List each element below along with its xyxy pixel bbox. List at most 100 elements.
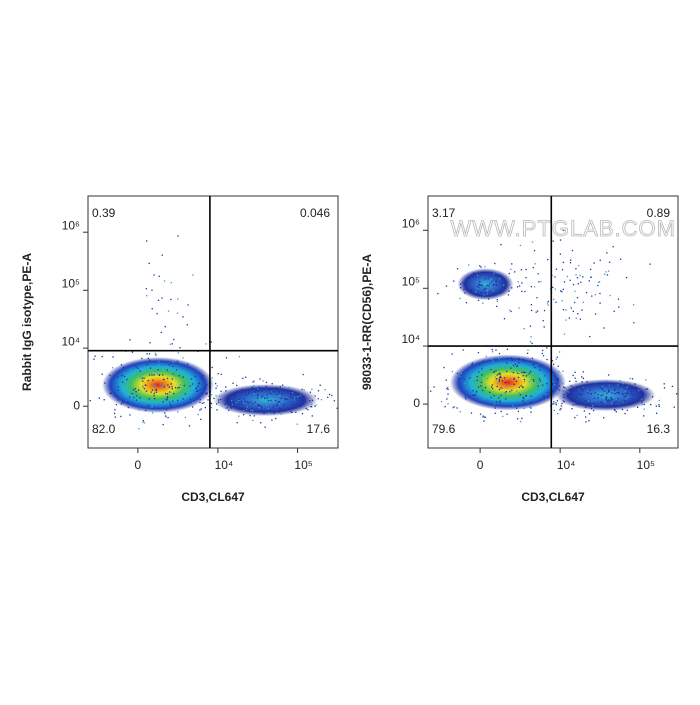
event-dot — [311, 403, 313, 406]
event-dot — [525, 268, 527, 271]
event-dot — [174, 386, 177, 389]
event-dot — [138, 409, 140, 411]
event-dot — [580, 393, 583, 395]
event-dot — [187, 404, 190, 406]
event-dot — [278, 411, 280, 413]
event-dot — [273, 391, 276, 393]
event-dot — [574, 417, 576, 419]
event-dot — [471, 363, 473, 366]
event-dot — [273, 412, 275, 415]
event-dot — [230, 399, 233, 402]
event-dot — [158, 363, 160, 366]
event-dot — [495, 401, 498, 403]
event-dot — [634, 383, 636, 385]
density-cloud — [213, 384, 318, 417]
event-dot — [251, 407, 253, 410]
event-dot — [242, 377, 244, 379]
event-dot — [594, 392, 596, 394]
event-dot — [543, 309, 546, 312]
event-dot — [243, 408, 245, 410]
event-dot — [522, 375, 524, 377]
event-dot — [142, 421, 144, 423]
event-dot — [177, 352, 180, 354]
event-dot — [447, 393, 449, 395]
event-dot — [160, 385, 162, 388]
event-dot — [204, 392, 207, 395]
event-dot — [200, 408, 202, 410]
event-dot — [489, 391, 491, 393]
event-dot — [555, 402, 557, 404]
event-dot — [158, 275, 160, 277]
event-dot — [569, 279, 571, 281]
event-dot — [477, 299, 480, 302]
event-dot — [290, 411, 292, 413]
event-dot — [162, 423, 164, 426]
event-dot — [486, 284, 489, 287]
event-dot — [117, 399, 119, 401]
event-dot — [513, 378, 515, 380]
event-dot — [572, 404, 574, 406]
event-dot — [576, 389, 579, 391]
event-dot — [257, 404, 259, 407]
event-dot — [486, 290, 488, 292]
event-dot — [172, 365, 174, 368]
event-dot — [170, 383, 172, 385]
event-dot — [601, 387, 603, 389]
event-dot — [481, 368, 483, 370]
event-dot — [542, 320, 544, 322]
event-dot — [291, 392, 294, 394]
event-dot — [574, 399, 576, 401]
event-dot — [433, 386, 435, 388]
event-dot — [508, 290, 510, 292]
event-dot — [501, 387, 504, 389]
event-dot — [483, 294, 485, 296]
event-dot — [663, 387, 666, 389]
event-dot — [537, 273, 539, 275]
event-dot — [333, 400, 336, 402]
event-dot — [479, 265, 481, 267]
event-dot — [542, 355, 545, 357]
event-dot — [281, 393, 283, 395]
event-dot — [173, 373, 175, 375]
event-dot — [171, 378, 173, 380]
event-dot — [283, 387, 285, 389]
event-dot — [518, 368, 521, 371]
event-dot — [288, 386, 290, 389]
event-dot — [253, 380, 255, 382]
event-dot — [197, 397, 199, 400]
event-dot — [258, 404, 260, 407]
event-dot — [511, 364, 514, 366]
event-dot — [556, 379, 559, 381]
event-dot — [151, 389, 154, 391]
event-dot — [491, 351, 494, 353]
quadrant-percent: 16.3 — [647, 422, 671, 436]
event-dot — [598, 281, 601, 283]
event-dot — [112, 356, 114, 358]
event-dot — [499, 365, 502, 368]
event-dot — [547, 300, 549, 303]
event-dot — [500, 394, 502, 396]
event-dot — [523, 378, 526, 381]
event-dot — [565, 319, 567, 321]
event-dot — [302, 373, 304, 376]
event-dot — [452, 407, 454, 409]
event-dot — [480, 381, 483, 384]
event-dot — [493, 371, 495, 373]
event-dot — [582, 377, 585, 379]
event-dot — [505, 356, 508, 358]
event-dot — [157, 369, 159, 371]
event-dot — [520, 385, 522, 387]
event-dot — [143, 388, 146, 390]
event-dot — [495, 378, 498, 380]
event-dot — [510, 367, 512, 369]
event-dot — [260, 422, 262, 424]
event-dot — [528, 381, 531, 383]
event-dot — [611, 402, 613, 405]
event-dot — [475, 390, 478, 392]
event-dot — [633, 322, 635, 324]
event-dot — [133, 396, 135, 399]
event-dot — [456, 407, 458, 409]
event-dot — [225, 407, 227, 409]
event-dot — [510, 377, 512, 380]
event-dot — [599, 386, 601, 388]
